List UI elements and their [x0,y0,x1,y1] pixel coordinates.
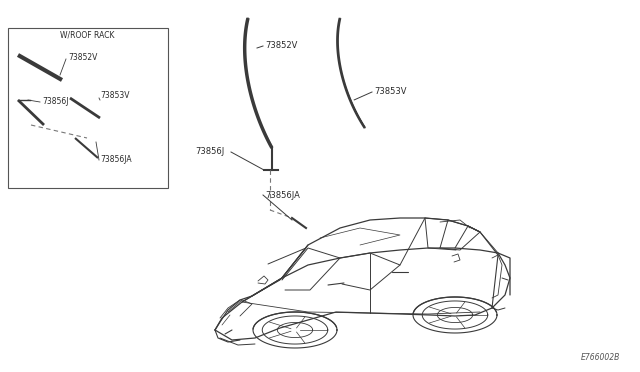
Text: E766002B: E766002B [580,353,620,362]
Text: 73856JA: 73856JA [100,155,132,164]
Text: 73856JA: 73856JA [265,190,300,199]
Text: 73852V: 73852V [265,42,298,51]
Text: 73856J: 73856J [42,97,68,106]
Text: 73852V: 73852V [68,54,97,62]
Text: 73853V: 73853V [374,87,406,96]
Text: W/ROOF RACK: W/ROOF RACK [60,31,115,40]
Text: 73856J: 73856J [195,148,224,157]
Text: 73853V: 73853V [100,92,129,100]
Bar [8,28,168,188]
